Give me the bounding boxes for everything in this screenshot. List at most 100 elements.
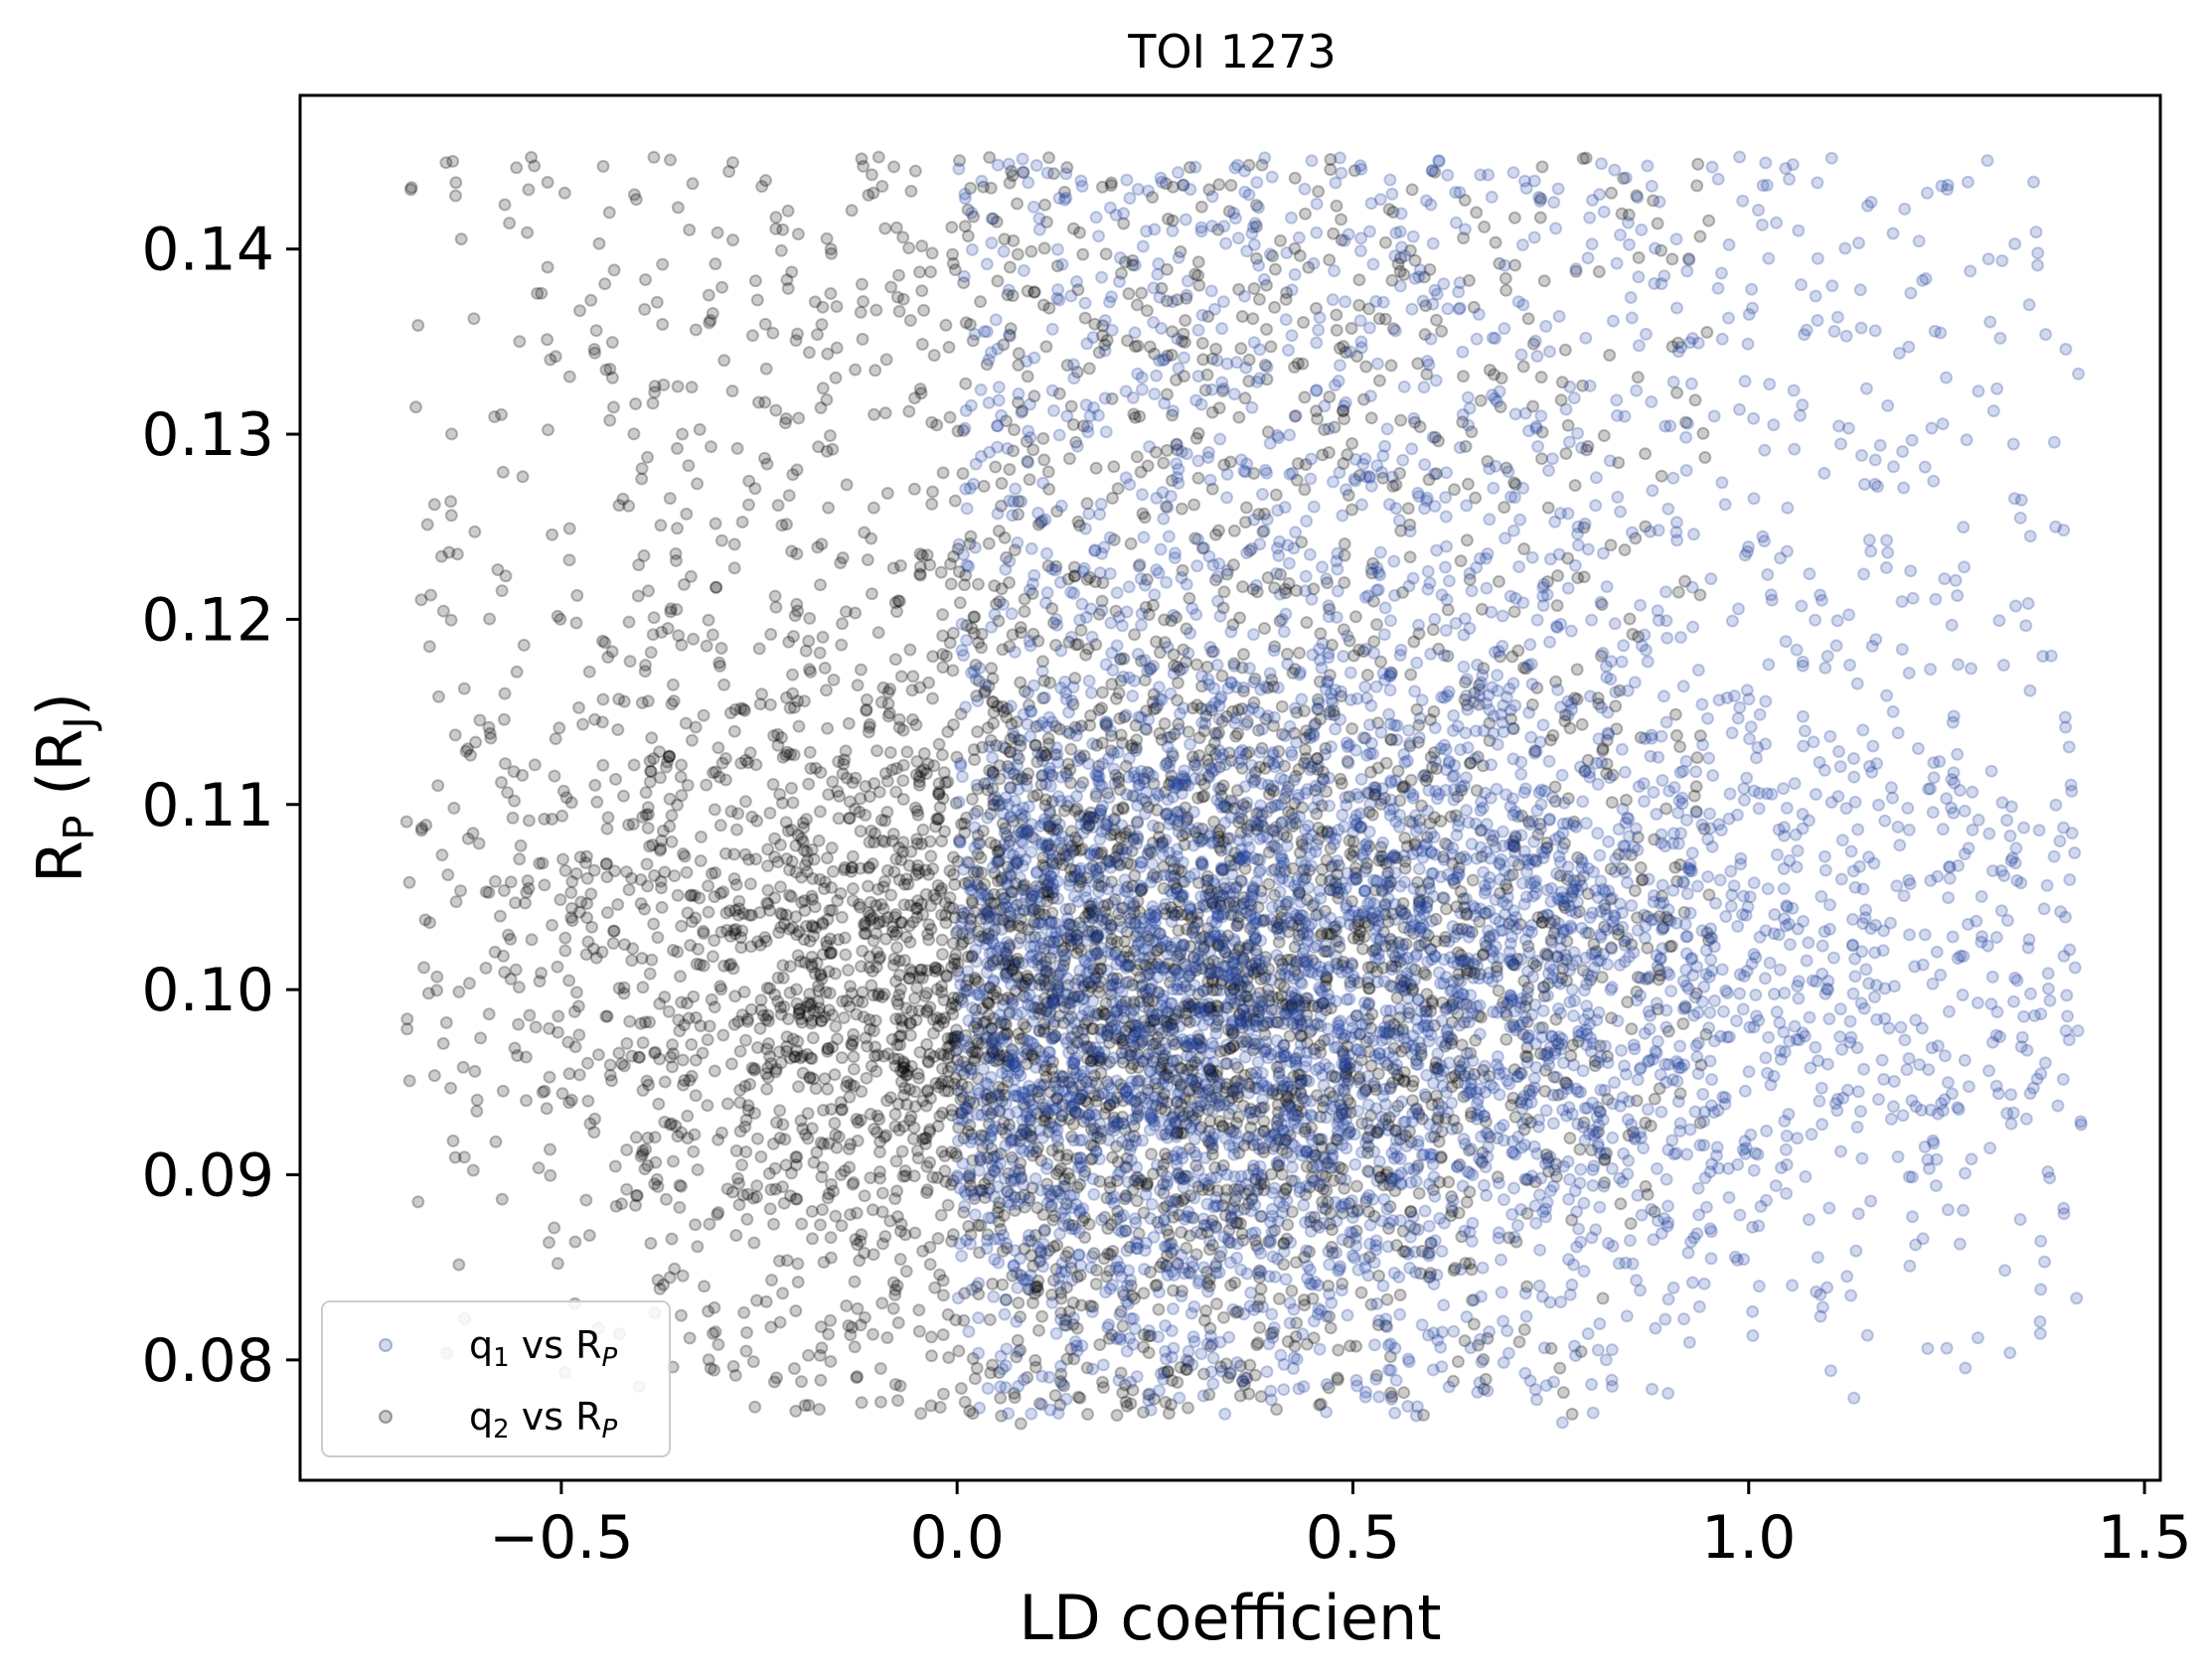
scatter-point — [1133, 409, 1147, 423]
scatter-point — [943, 410, 957, 424]
scatter-point — [1415, 1244, 1429, 1258]
scatter-point — [603, 363, 617, 376]
scatter-point — [596, 758, 610, 772]
scatter-point — [892, 304, 906, 318]
scatter-point — [940, 970, 954, 984]
scatter-point — [647, 611, 661, 625]
scatter-point — [569, 616, 583, 630]
scatter-point — [868, 407, 881, 421]
scatter-point — [865, 168, 878, 182]
scatter-point — [1137, 1340, 1151, 1354]
scatter-point — [675, 1179, 688, 1193]
scatter-point — [910, 981, 924, 994]
scatter-point — [863, 790, 876, 804]
scatter-point — [727, 537, 741, 551]
scatter-point — [603, 1058, 617, 1072]
scatter-point — [648, 1131, 662, 1144]
scatter-point — [815, 1341, 829, 1355]
scatter-point — [926, 1012, 940, 1026]
scatter-point — [1260, 323, 1273, 336]
scatter-point — [813, 805, 827, 819]
scatter-point — [1047, 1274, 1060, 1288]
scatter-point — [738, 1079, 752, 1093]
scatter-point — [652, 1097, 666, 1111]
scatter-point — [912, 1324, 926, 1338]
scatter-point — [1612, 456, 1626, 470]
scatter-point — [658, 1115, 672, 1129]
scatter-point — [871, 917, 885, 931]
scatter-point — [1111, 482, 1125, 496]
scatter-point — [510, 665, 524, 679]
scatter-point — [1691, 157, 1705, 171]
scatter-point — [670, 603, 684, 616]
scatter-point — [447, 801, 461, 815]
scatter-point — [1561, 418, 1575, 432]
scatter-point — [427, 498, 441, 512]
scatter-point — [568, 1235, 582, 1249]
scatter-point — [798, 894, 812, 907]
scatter-point — [934, 1047, 948, 1061]
scatter-point — [932, 812, 946, 826]
scatter-point — [459, 744, 473, 758]
scatter-point — [816, 1203, 829, 1217]
scatter-point — [929, 1076, 943, 1090]
scatter-point — [947, 867, 961, 881]
scatter-point — [671, 201, 685, 215]
scatter-point — [1152, 986, 1166, 999]
scatter-point — [1063, 862, 1077, 876]
scatter-point — [1288, 797, 1302, 811]
scatter-point — [854, 1234, 868, 1248]
scatter-point — [971, 577, 985, 591]
scatter-point — [867, 1327, 879, 1341]
scatter-point — [707, 766, 720, 780]
scatter-point — [1535, 160, 1549, 174]
scatter-point — [658, 990, 672, 1003]
scatter-point — [1071, 1390, 1085, 1404]
scatter-point — [896, 836, 910, 849]
scatter-point — [654, 519, 668, 533]
scatter-point — [1075, 842, 1089, 855]
scatter-point — [705, 440, 717, 454]
scatter-point — [697, 924, 711, 938]
scatter-point — [1470, 206, 1484, 220]
scatter-point — [845, 1037, 859, 1051]
scatter-point — [948, 494, 962, 508]
scatter-point — [871, 882, 885, 896]
scatter-point — [817, 1138, 831, 1150]
scatter-point — [557, 186, 571, 200]
scatter-point — [863, 717, 876, 731]
scatter-point — [674, 970, 687, 984]
scatter-point — [805, 1016, 818, 1030]
scatter-point — [564, 886, 578, 899]
scatter-point — [864, 1171, 877, 1185]
scatter-point — [641, 879, 655, 893]
scatter-point — [935, 748, 949, 762]
scatter-point — [911, 808, 925, 822]
scatter-point — [506, 811, 520, 825]
scatter-point — [862, 879, 874, 893]
scatter-point — [958, 220, 972, 233]
scatter-point — [952, 1344, 966, 1358]
scatter-point — [1047, 1240, 1061, 1254]
scatter-point — [1316, 448, 1330, 462]
scatter-point — [603, 1068, 617, 1082]
scatter-point — [509, 963, 523, 977]
scatter-point — [645, 731, 659, 745]
scatter-point — [1394, 413, 1408, 427]
scatter-point — [468, 525, 482, 538]
scatter-point — [1347, 844, 1361, 858]
scatter-point — [1050, 1167, 1063, 1181]
scatter-point — [543, 1236, 555, 1250]
scatter-point — [766, 326, 780, 340]
scatter-point — [812, 984, 826, 997]
scatter-point — [501, 786, 515, 800]
scatter-point — [609, 1199, 623, 1213]
scatter-point — [622, 499, 636, 513]
scatter-point — [939, 969, 953, 983]
scatter-point — [785, 854, 799, 868]
scatter-point — [803, 745, 817, 759]
scatter-point — [871, 626, 885, 640]
scatter-point — [1367, 1079, 1381, 1093]
scatter-point — [1171, 1376, 1185, 1389]
scatter-point — [499, 569, 513, 583]
